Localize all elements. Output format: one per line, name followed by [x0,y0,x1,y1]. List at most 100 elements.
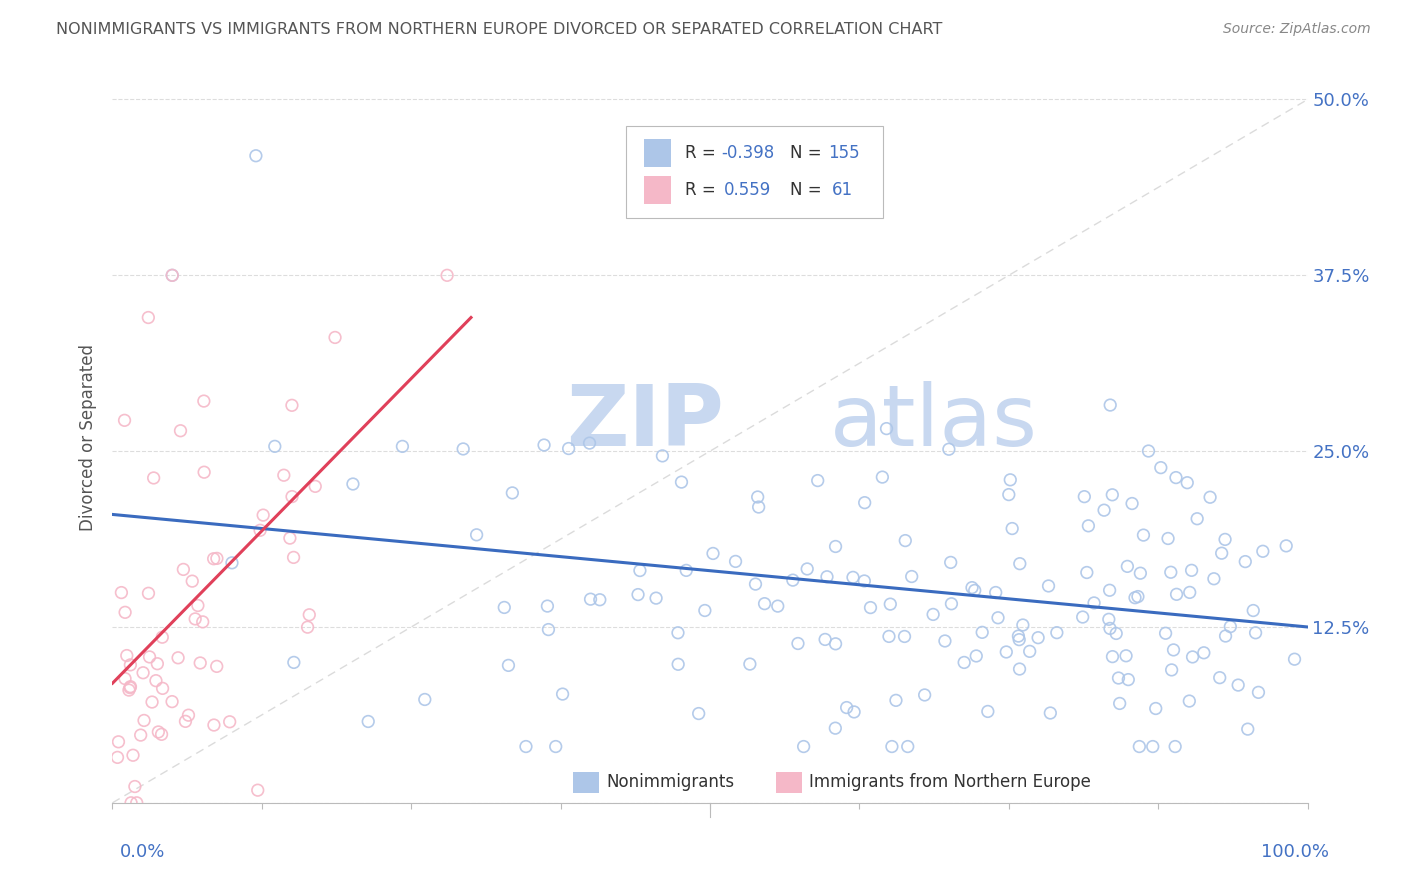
Point [221,556,243,570]
Point [744,577,766,591]
Text: 61: 61 [832,181,853,199]
Point [246,783,269,797]
Point [1227,678,1250,692]
Point [1071,610,1094,624]
Text: Nonimmigrants: Nonimmigrants [606,773,734,791]
Text: R =: R = [685,145,721,162]
Point [1209,671,1232,685]
Point [1116,559,1139,574]
Point [998,487,1021,501]
Point [645,591,668,606]
Point [451,442,474,456]
Point [1098,622,1121,636]
Point [824,637,846,651]
Point [666,625,689,640]
Point [589,592,612,607]
Text: atlas: atlas [830,381,1038,464]
Point [876,421,898,435]
Point [853,496,876,510]
Point [1000,473,1022,487]
Point [107,750,129,764]
Point [1185,512,1208,526]
Point [1108,671,1130,685]
Point [671,475,693,489]
Point [922,607,945,622]
Point [1001,522,1024,536]
Point [1157,532,1180,546]
Point [628,564,651,578]
Point [142,471,165,485]
Point [1007,629,1029,643]
Point [1026,631,1049,645]
Point [738,657,761,671]
Point [114,413,136,427]
Point [1008,557,1031,571]
Point [544,739,567,754]
Point [1175,475,1198,490]
Point [141,695,163,709]
Point [1046,625,1069,640]
Point [494,600,516,615]
Bar [572,772,599,793]
Point [1213,533,1236,547]
Point [536,599,558,613]
Point [1181,563,1204,577]
Point [1160,663,1182,677]
Point [1126,590,1149,604]
Point [304,479,326,493]
Point [1236,722,1258,736]
Point [162,268,183,283]
Point [1163,643,1185,657]
Point [1202,572,1225,586]
Point [515,739,537,754]
Point [1011,618,1033,632]
Point [793,739,815,754]
Point [1211,546,1233,560]
Point [824,540,846,554]
Point [702,546,724,560]
Point [132,665,155,680]
Point [1098,612,1121,626]
Point [145,673,167,688]
Text: NONIMMIGRANTS VS IMMIGRANTS FROM NORTHERN EUROPE DIVORCED OR SEPARATED CORRELATI: NONIMMIGRANTS VS IMMIGRANTS FROM NORTHER… [56,22,942,37]
Point [963,583,986,598]
Point [1160,566,1182,580]
Point [842,705,865,719]
Point [842,570,865,584]
Point [1234,555,1257,569]
Point [357,714,380,729]
Point [138,310,160,325]
Point [1121,496,1143,510]
Point [498,658,520,673]
Point [172,562,194,576]
Point [1178,694,1201,708]
Point [124,780,146,794]
Point [1150,460,1173,475]
Point [688,706,710,721]
Point [1154,626,1177,640]
Point [1166,587,1188,601]
Point [1284,652,1306,666]
Point [796,562,818,576]
Point [120,796,142,810]
Point [150,630,173,644]
Point [129,728,152,742]
Point [1199,490,1222,504]
Point [391,439,413,453]
Point [205,551,228,566]
Point [323,330,346,344]
Point [283,656,305,670]
Point [897,739,920,754]
Text: R =: R = [685,181,725,199]
Point [872,470,894,484]
Point [1038,579,1060,593]
Point [939,555,962,569]
Point [120,657,142,672]
Point [960,581,983,595]
Point [191,615,214,629]
Point [877,629,900,643]
Point [118,683,141,698]
Point [953,656,976,670]
Point [205,659,228,673]
Point [987,611,1010,625]
